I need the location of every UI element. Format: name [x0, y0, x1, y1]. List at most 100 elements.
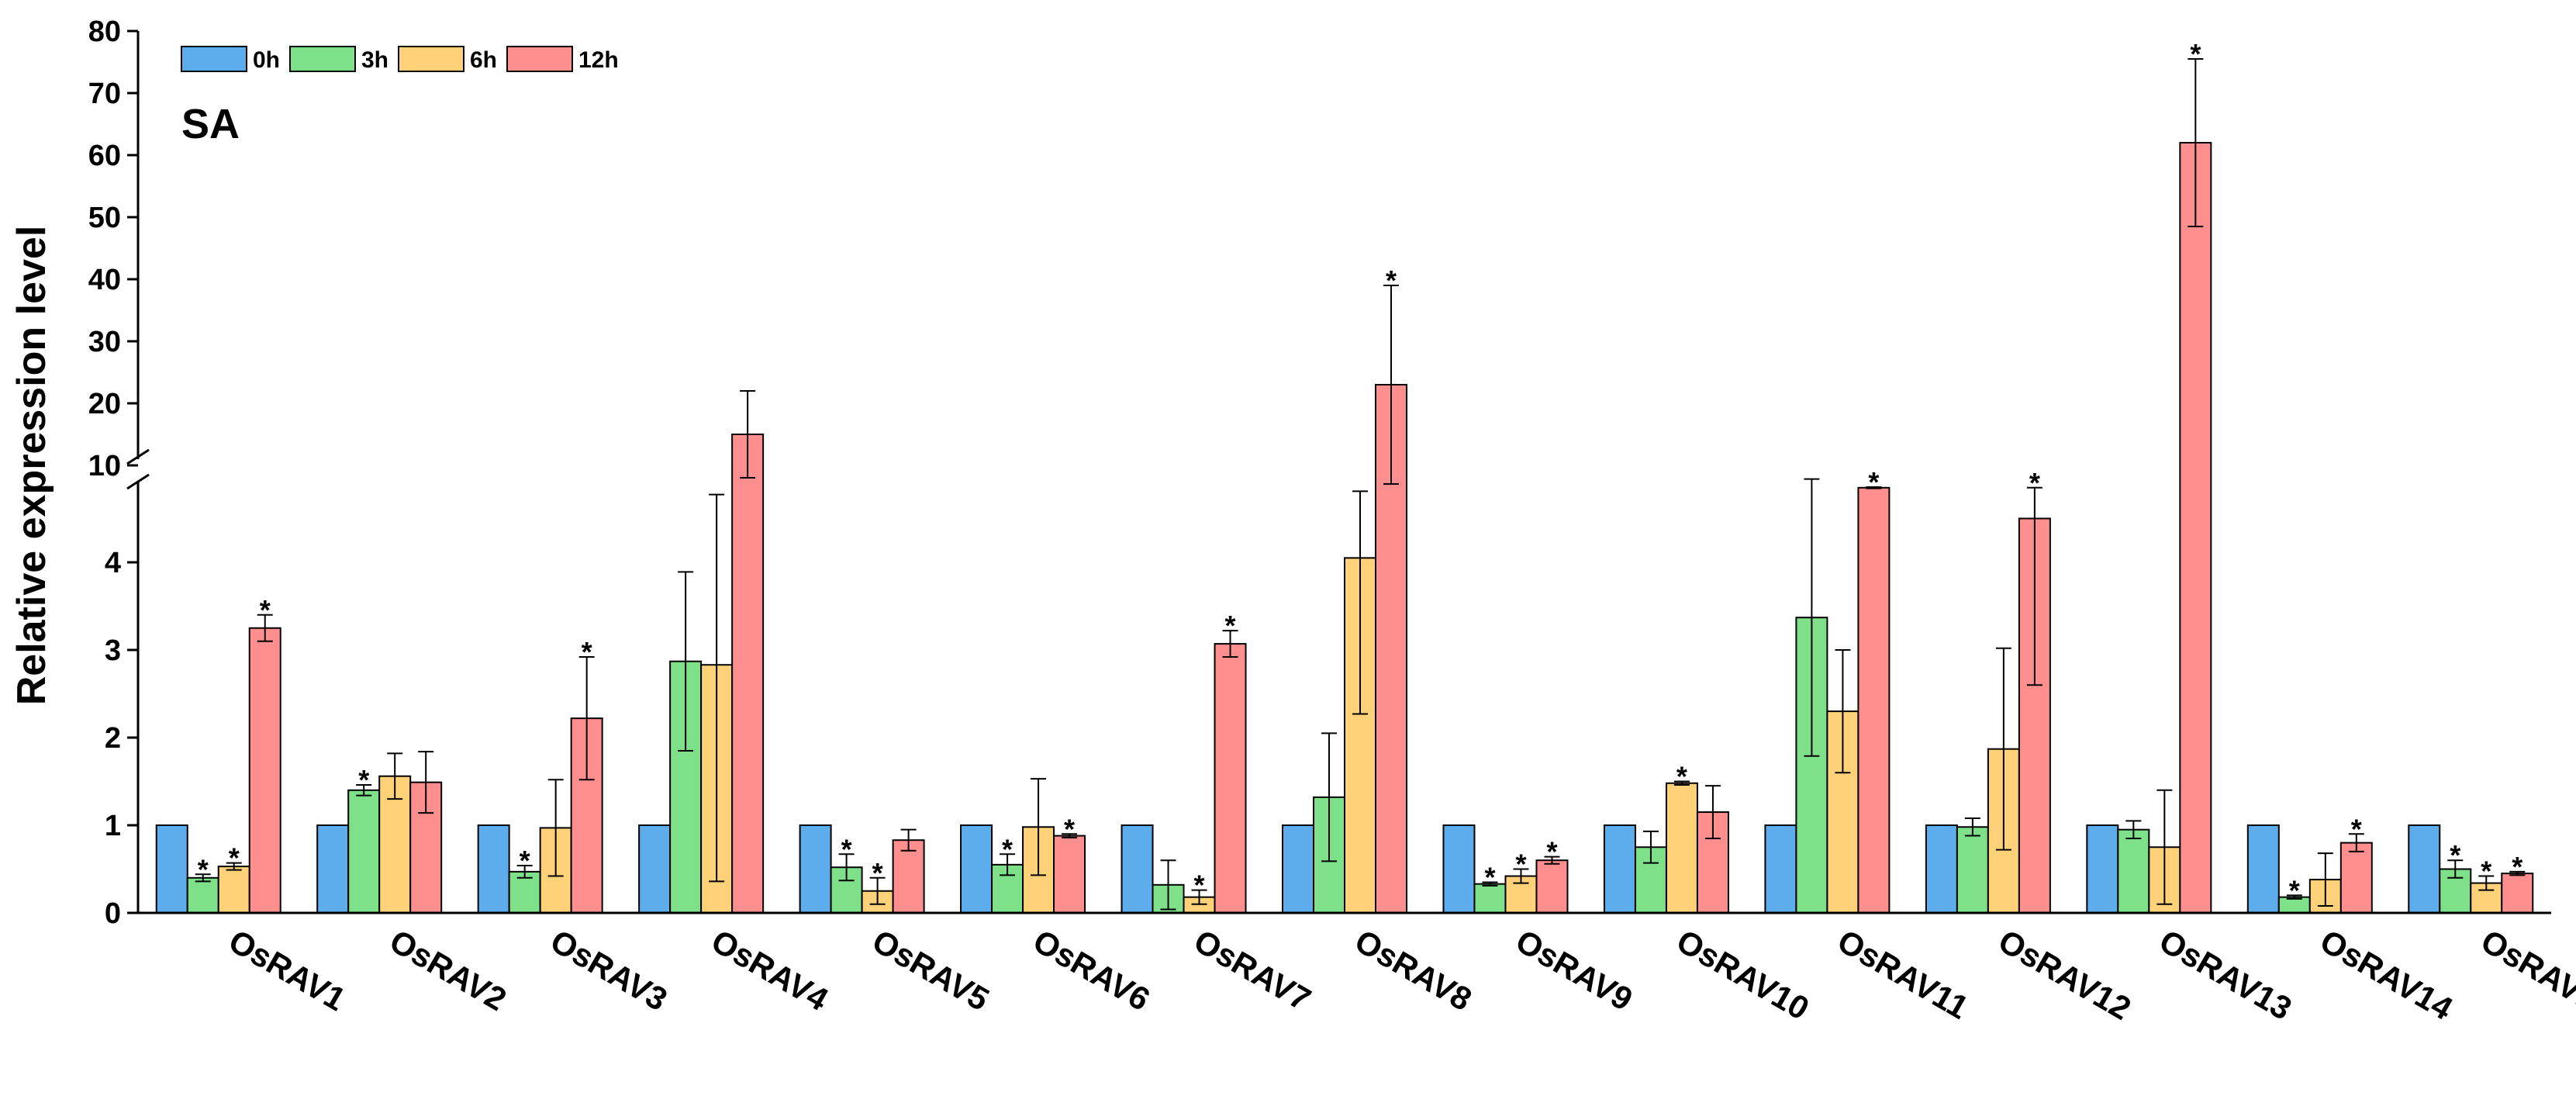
- bar-OsRAV11-12h: [1857, 486, 1891, 914]
- bar-OsRAV14-12h: [2339, 842, 2373, 914]
- significance-marker: *: [2190, 38, 2201, 70]
- significance-marker: *: [198, 853, 209, 885]
- bar-OsRAV4-0h: [638, 824, 672, 914]
- legend-swatch-0h: [181, 46, 247, 72]
- bar-OsRAV10-0h: [1603, 824, 1636, 914]
- bars-layer: [155, 142, 2534, 914]
- significance-marker: *: [1225, 610, 1236, 641]
- x-tick-label: OsRAV6: [1027, 922, 1156, 1018]
- bar-OsRAV9-0h: [1442, 824, 1476, 914]
- significance-marker: *: [1002, 833, 1013, 865]
- y-tick-label: 1: [105, 810, 121, 842]
- significance-marker: *: [2029, 467, 2040, 499]
- y-tick-label: 20: [88, 388, 121, 420]
- x-tick-label: OsRAV4: [706, 922, 835, 1018]
- legend-label-6h: 6h: [470, 47, 497, 73]
- legend-swatch-3h: [289, 46, 356, 72]
- bar-OsRAV12-0h: [1925, 824, 1958, 914]
- bar-OsRAV6-12h: [1053, 835, 1086, 914]
- significance-marker: *: [229, 842, 240, 874]
- bar-OsRAV1-0h: [155, 824, 188, 914]
- significance-marker: *: [2351, 813, 2362, 845]
- significance-marker: *: [1515, 849, 1526, 880]
- x-tick-label: OsRAV9: [1510, 922, 1638, 1018]
- legend-label-0h: 0h: [253, 47, 280, 73]
- y-tick-label: 80: [88, 16, 121, 48]
- x-tick-label: OsRAV13: [2153, 922, 2298, 1027]
- bar-OsRAV7-12h: [1214, 643, 1247, 914]
- bar-OsRAV15-12h: [2501, 873, 2534, 914]
- significance-marker: *: [1676, 761, 1687, 793]
- x-tick-label: OsRAV2: [384, 922, 513, 1018]
- bar-OsRAV2-12h: [409, 781, 443, 914]
- y-axis-label: Relative expression level: [9, 226, 54, 706]
- bar-OsRAV5-0h: [799, 824, 832, 914]
- bar-OsRAV3-0h: [477, 824, 510, 914]
- significance-marker: *: [1064, 813, 1075, 845]
- error-bars-layer: [195, 58, 2526, 911]
- significance-marker: *: [841, 833, 852, 865]
- y-tick-label: 70: [88, 78, 121, 110]
- x-tick-label: OsRAV8: [1349, 922, 1478, 1018]
- y-tick-label: 30: [88, 326, 121, 358]
- significance-marker: *: [358, 764, 369, 796]
- x-tick-label: OsRAV12: [1992, 922, 2137, 1027]
- bar-OsRAV4-12h: [731, 434, 765, 914]
- axis-break-mark: [126, 473, 150, 490]
- significance-marker: *: [2450, 839, 2460, 871]
- bar-OsRAV13-0h: [2086, 824, 2119, 914]
- legend-label-3h: 3h: [361, 47, 388, 73]
- significance-marker: *: [2512, 851, 2522, 883]
- significance-marker: *: [1546, 836, 1557, 868]
- bar-OsRAV11-0h: [1764, 824, 1797, 914]
- significance-marker: *: [520, 845, 530, 876]
- significance-marker: *: [2289, 874, 2300, 906]
- x-tick-label: OsRAV1: [223, 922, 351, 1018]
- panel-annotation: SA: [181, 101, 240, 147]
- bar-OsRAV12-3h: [1956, 826, 1989, 914]
- bar-OsRAV1-12h: [248, 627, 281, 914]
- legend-swatch-6h: [398, 46, 464, 72]
- x-tick-label: OsRAV10: [1670, 922, 1815, 1027]
- x-tick-label: OsRAV14: [2314, 922, 2459, 1027]
- x-tick-label: OsRAV7: [1188, 922, 1317, 1018]
- significance-marker: *: [582, 636, 592, 668]
- x-tick-label: OsRAV3: [544, 922, 673, 1018]
- bar-OsRAV13-12h: [2179, 142, 2212, 914]
- y-tick-label: 2: [105, 722, 121, 755]
- bar-OsRAV8-0h: [1282, 824, 1314, 914]
- significance-marker: *: [260, 594, 271, 626]
- y-tick-label: 3: [105, 634, 121, 667]
- x-tick-label: OsRAV5: [866, 922, 995, 1018]
- bar-OsRAV13-3h: [2117, 828, 2150, 914]
- bar-OsRAV6-0h: [960, 824, 993, 914]
- y-tick-label: 4: [105, 547, 121, 579]
- significance-marker: *: [1194, 869, 1205, 901]
- significance-marker: *: [1868, 466, 1879, 498]
- legend-swatch-12h: [506, 46, 573, 72]
- y-tick-label: 40: [88, 264, 121, 296]
- bar-OsRAV2-3h: [347, 789, 381, 914]
- legend-label-12h: 12h: [578, 47, 619, 73]
- significance-layer: * * * * * * * * * * * * * * * * * * * * * * * * *: [198, 38, 2523, 906]
- legend: 0h 3h 6h 12h: [181, 46, 619, 73]
- bar-OsRAV15-0h: [2408, 824, 2441, 914]
- bar-OsRAV5-12h: [892, 839, 925, 914]
- axis-break-mark: [126, 448, 150, 465]
- bar-OsRAV9-3h: [1473, 883, 1507, 914]
- significance-marker: *: [2481, 855, 2491, 887]
- y-tick-label: 10: [88, 450, 121, 482]
- significance-marker: *: [872, 857, 883, 889]
- bar-OsRAV10-6h: [1665, 782, 1698, 914]
- x-tick-label: OsRAV11: [1832, 922, 1975, 1026]
- bar-OsRAV2-0h: [316, 824, 350, 914]
- y-tick-label: 60: [88, 140, 121, 172]
- bar-OsRAV7-0h: [1121, 824, 1154, 914]
- bar-OsRAV14-0h: [2246, 824, 2280, 914]
- bar-OsRAV9-12h: [1535, 859, 1569, 914]
- y-tick-label: 50: [88, 202, 121, 234]
- significance-marker: *: [1484, 861, 1495, 893]
- x-tick-label: OsRAV15: [2475, 922, 2576, 1027]
- significance-marker: *: [1386, 264, 1397, 296]
